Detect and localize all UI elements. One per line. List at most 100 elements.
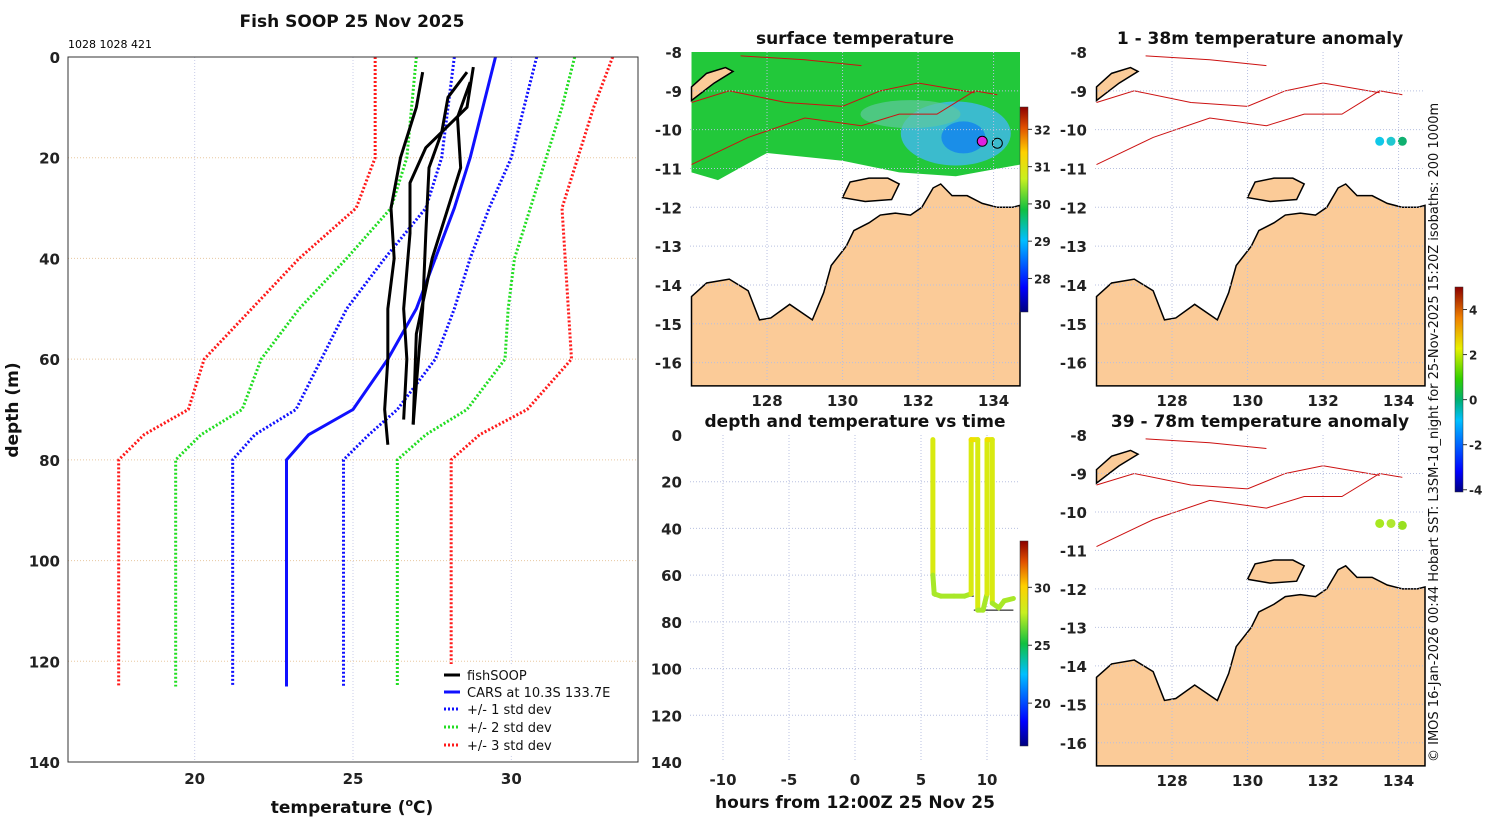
profile-xlabel: temperature (oC) [271, 796, 434, 818]
series-fishsoop-4 [411, 81, 472, 425]
anomaly-bottom-lon-tick-label: 128 [1156, 772, 1187, 790]
time-y-tick-label: 40 [661, 520, 682, 538]
anomaly-top-lat-tick-label: -12 [1060, 199, 1087, 217]
anomaly-bottom-lat-tick-label: -12 [1060, 581, 1087, 599]
time-x-tick-label: 5 [916, 771, 926, 789]
y-tick-label: 0 [50, 49, 60, 67]
anomaly-bottom-lon-tick-label: 134 [1383, 772, 1414, 790]
anomaly-colorbar [1454, 286, 1464, 493]
anomaly-top-title: 1 - 38m temperature anomaly [1117, 29, 1403, 49]
time-x-tick-label: -5 [781, 771, 798, 789]
time-y-tick-label: 120 [651, 707, 682, 725]
sst-colorbar-label: 29 [1034, 235, 1051, 249]
profile-title: Fish SOOP 25 Nov 2025 [240, 12, 465, 32]
legend: fishSOOP CARS at 10.3S 133.7E +/- 1 std … [438, 664, 622, 756]
sst-lat-tick-label: -11 [655, 160, 682, 178]
anomaly-top-land-melville-island [1246, 177, 1306, 203]
series--1-std [342, 56, 539, 687]
anomaly-top-lon-tick-label: 128 [1156, 392, 1187, 410]
track-segment [930, 572, 937, 597]
anomaly-point [1386, 518, 1396, 528]
anomaly-top-lon-tick-label: 134 [1383, 392, 1414, 410]
sst-lon-tick-label: 132 [902, 392, 933, 410]
anomaly-top-lon-tick-label: 130 [1232, 392, 1263, 410]
anomaly-top-lat-tick-label: -10 [1060, 122, 1087, 140]
series--3-std [449, 56, 615, 687]
anomaly-bottom-lat-tick-label: -9 [1070, 465, 1087, 483]
anomaly-colorbar-label: -4 [1469, 484, 1482, 498]
sst-colorbar-label: 28 [1034, 272, 1051, 286]
anomaly-colorbar-label: 2 [1469, 349, 1477, 363]
time-colorbar [1019, 540, 1029, 747]
anomaly-top-lat-tick-label: -14 [1060, 277, 1087, 295]
sst-lat-tick-label: -16 [655, 355, 682, 373]
series-fishsoop-1 [383, 71, 425, 445]
time-y-tick-label: 20 [661, 474, 682, 492]
anomaly-top-lat-tick-label: -11 [1060, 160, 1087, 178]
x-tick-label: 25 [343, 770, 364, 788]
anomaly-top-lat-tick-label: -8 [1070, 44, 1087, 62]
sst-colorbar [1019, 106, 1029, 313]
time-colorbar-label: 30 [1034, 581, 1051, 595]
sst-lat-tick-label: -10 [655, 122, 682, 140]
anomaly-colorbar-label: 4 [1469, 304, 1477, 318]
sst-lon-tick-label: 130 [827, 392, 858, 410]
legend-label-3std: +/- 3 std dev [467, 739, 552, 754]
credit-text: © IMOS 16-Jan-2026 00:44 Hobart SST: L3S… [1427, 103, 1442, 762]
sst-lon-tick-label: 134 [978, 392, 1009, 410]
time-y-tick-label: 100 [651, 661, 682, 679]
sst-isobath-200 [691, 90, 998, 166]
anomaly-point [1375, 136, 1385, 146]
sst-lon-tick-label: 128 [751, 392, 782, 410]
anomaly-bottom-lon-tick-label: 132 [1307, 772, 1338, 790]
sst-colorbar-label: 32 [1034, 123, 1051, 137]
track-segment [980, 591, 990, 613]
y-tick-label: 40 [39, 250, 60, 268]
sst-lat-tick-label: -9 [665, 83, 682, 101]
time-x-tick-label: 0 [850, 771, 860, 789]
time-y-tick-label: 140 [651, 754, 682, 772]
y-tick-label: 20 [39, 150, 60, 168]
anomaly-top-lat-tick-label: -13 [1060, 238, 1087, 256]
time-x-tick-label: 10 [977, 771, 998, 789]
legend-label-2std: +/- 2 std dev [467, 721, 552, 736]
anomaly-bottom-title: 39 - 78m temperature anomaly [1111, 412, 1409, 432]
series-fishsoop-3 [411, 71, 469, 425]
anomaly-point [1397, 136, 1407, 146]
anomaly-bottom-lat-tick-label: -10 [1060, 504, 1087, 522]
anomaly-bottom-lon-tick-label: 130 [1232, 772, 1263, 790]
series-cars-mean [285, 56, 497, 687]
fish-position-marker [976, 135, 988, 147]
sst-colorbar-label: 30 [1034, 198, 1051, 212]
time-x-tick-label: -10 [709, 771, 736, 789]
time-xlabel: hours from 12:00Z 25 Nov 25 [715, 793, 995, 813]
anomaly-top-isobath-200 [1096, 90, 1403, 166]
anomaly-point [1386, 136, 1396, 146]
time-y-tick-label: 60 [661, 567, 682, 585]
time-title: depth and temperature vs time [705, 412, 1006, 432]
sst-isobath-north [740, 55, 862, 67]
sst-lat-tick-label: -15 [655, 316, 682, 334]
anomaly-bottom-lat-tick-label: -13 [1060, 619, 1087, 637]
anomaly-bottom-lat-tick-label: -8 [1070, 427, 1087, 445]
sst-cool-core [941, 121, 986, 154]
sst-title: surface temperature [756, 29, 954, 49]
plot-frame [67, 56, 639, 763]
anomaly-top-lat-tick-label: -16 [1060, 355, 1087, 373]
anomaly-bottom-isobath-200 [1096, 472, 1403, 548]
y-tick-label: 80 [39, 452, 60, 470]
sst-land-timor [690, 66, 735, 103]
anomaly-top-isobath-north [1145, 55, 1267, 67]
y-tick-label: 120 [29, 653, 60, 671]
track-segment [1001, 596, 1016, 604]
time-y-tick-label: 80 [661, 614, 682, 632]
sst-lat-tick-label: -8 [665, 44, 682, 62]
anomaly-bottom-isobath-north [1145, 438, 1267, 449]
sst-lat-tick-label: -14 [655, 277, 682, 295]
sst-colorbar-label: 31 [1034, 161, 1051, 175]
y-tick-label: 60 [39, 351, 60, 369]
fish-position-marker [991, 137, 1003, 149]
y-tick-label: 140 [29, 754, 60, 772]
anomaly-bottom-lat-tick-label: -14 [1060, 658, 1087, 676]
y-tick-label: 100 [29, 553, 60, 571]
